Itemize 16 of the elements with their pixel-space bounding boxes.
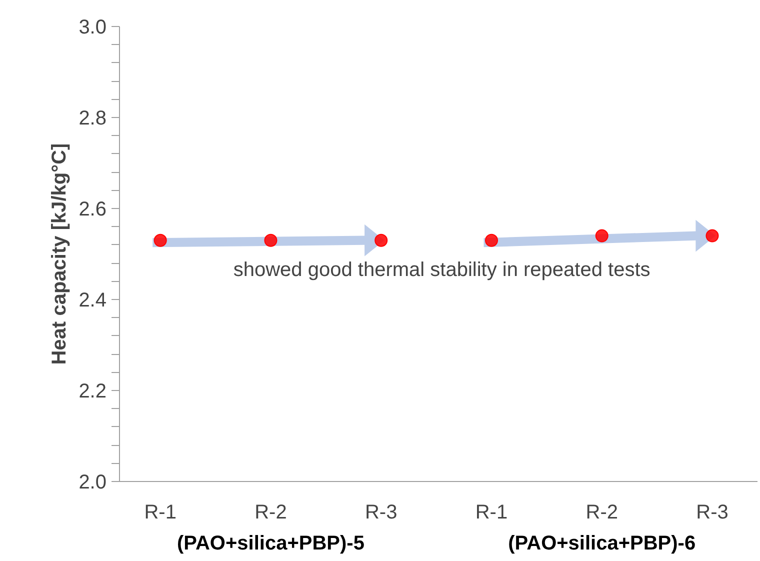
annotation: showed good thermal stability in repeated tests (233, 258, 650, 281)
y-axis-title: Heat capacity [kJ/kg°C] (48, 143, 71, 365)
x-tick-label: R-3 (364, 502, 398, 524)
y-tick-label: 2.0 (78, 472, 107, 494)
y-tick-label: 2.6 (78, 198, 107, 220)
text: (PAO+silica+PBP)-5 (176, 532, 364, 554)
x-tick-label: R-2 (586, 502, 618, 524)
x-tick-label: R-1 (475, 502, 508, 524)
x-tick-label: R-1 (144, 502, 176, 524)
y-tick-label: 3.0 (78, 16, 107, 38)
x-tick-label: R-2 (254, 502, 287, 524)
y-tick-label: 2.2 (78, 380, 107, 402)
y-tick-label: 2.8 (78, 108, 107, 130)
x-tick-label: R-3 (696, 502, 728, 524)
text: (PAO+silica+PBP)-6 (508, 532, 696, 554)
y-tick-label: 2.4 (78, 290, 107, 312)
